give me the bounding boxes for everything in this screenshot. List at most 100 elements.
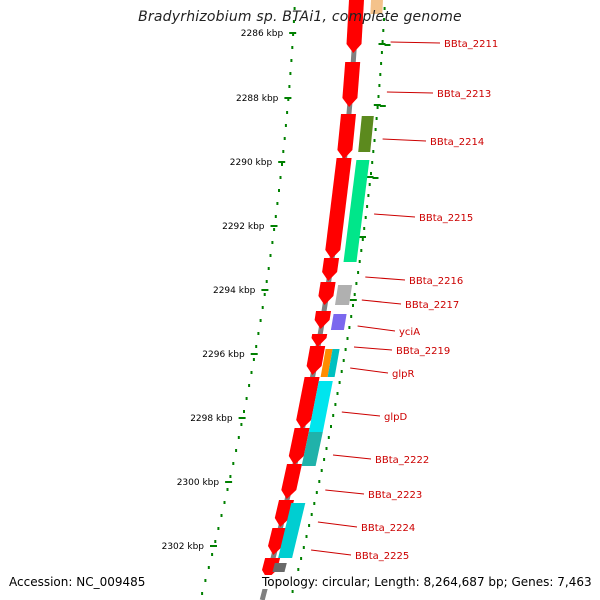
leader-line — [325, 489, 365, 495]
annotation-block — [278, 503, 306, 558]
inner-tick-dot — [267, 267, 270, 270]
outer-tick-dot — [361, 238, 364, 241]
inner-tick-dot — [229, 475, 232, 478]
leader-line — [350, 367, 389, 374]
outer-tick-dot — [336, 392, 339, 395]
outer-tick-dot — [373, 139, 376, 142]
inner-tick-dot — [220, 514, 223, 517]
scale-tick — [261, 289, 269, 291]
outer-tick-dot — [348, 326, 351, 329]
inner-tick-dot — [214, 540, 217, 543]
inner-tick-dot — [265, 280, 268, 283]
outer-tick-dot — [325, 447, 328, 450]
outer-tick-dot — [381, 40, 384, 43]
inner-tick-dot — [201, 592, 204, 595]
inner-tick-dot — [283, 137, 286, 140]
scale-label: 2288 kbp — [236, 94, 279, 104]
outer-tick-dot — [357, 271, 360, 274]
inner-tick-dot — [291, 46, 294, 49]
cds-block — [337, 114, 356, 159]
gene-label: BBta_2224 — [361, 523, 415, 534]
annotation-block — [320, 349, 333, 377]
inner-tick-dot — [263, 293, 266, 296]
outer-tick-dot — [374, 128, 377, 131]
gene-label: BBta_2211 — [444, 39, 498, 50]
leader-line — [341, 411, 381, 417]
inner-tick-dot — [240, 423, 243, 426]
leader-line — [390, 41, 441, 44]
inner-tick-dot — [278, 189, 280, 192]
outer-tick-dot — [368, 183, 371, 186]
outer-tick-dot — [370, 172, 372, 175]
outer-tick-dot — [380, 62, 383, 65]
inner-tick-dot — [261, 306, 264, 309]
outer-tick-dot — [382, 29, 385, 32]
topology-text: Topology: circular; Length: 8,264,687 bp… — [262, 575, 592, 589]
outer-tick-dot — [305, 535, 308, 538]
outer-major-tick — [359, 236, 366, 238]
outer-tick-dot — [338, 381, 341, 384]
gene-label: glpR — [392, 369, 414, 380]
outer-tick-dot — [350, 315, 353, 318]
label-leaders — [311, 41, 441, 556]
annotation-block — [301, 432, 323, 466]
cds-block — [314, 311, 331, 329]
cds-block — [318, 282, 336, 305]
inner-tick-dot — [243, 410, 245, 413]
cds-block — [346, 0, 364, 53]
inner-tick-dot — [259, 319, 262, 322]
scale-tick — [250, 353, 258, 355]
gene-label: glpD — [384, 412, 407, 423]
inner-tick-dot — [290, 59, 293, 62]
inner-tick-dot — [211, 553, 214, 556]
outer-tick-dot — [332, 414, 335, 417]
outer-tick-dot — [323, 458, 326, 461]
outer-major-tick — [349, 299, 357, 301]
inner-tick-dot — [282, 150, 285, 153]
outer-tick-dot — [364, 216, 367, 219]
gene-label: BBta_2219 — [396, 346, 450, 357]
inner-tick-dot — [292, 20, 295, 23]
scale-label: 2300 kbp — [177, 478, 220, 488]
cds-block — [296, 377, 320, 429]
inner-tick-dot — [257, 332, 260, 335]
leader-line — [353, 346, 393, 351]
inner-tick-dot — [235, 449, 238, 452]
outer-tick-dot — [355, 282, 358, 285]
inner-tick-dot — [269, 254, 272, 257]
outer-tick-dot — [372, 150, 375, 153]
inner-tick-dot — [237, 436, 240, 439]
scale-label: 2290 kbp — [230, 158, 273, 168]
gene-label: BBta_2222 — [375, 455, 429, 466]
outer-major-tick — [373, 104, 381, 106]
scale-labels: 2286 kbp 2288 kbp 2290 kbp 2292 kbp 2294 kbp… — [162, 29, 284, 552]
outer-tick-dot — [376, 106, 379, 109]
inner-tick-dot — [207, 566, 210, 569]
outer-tick-dot — [320, 469, 323, 472]
cds-block — [274, 500, 294, 527]
outer-tick-dot — [297, 568, 300, 571]
leader-line — [317, 521, 358, 528]
annotation-block — [327, 349, 340, 377]
outer-tick-dot — [378, 84, 381, 87]
leader-line — [311, 549, 352, 556]
leader-line — [365, 276, 406, 281]
scale-label: 2292 kbp — [222, 222, 265, 232]
leader-line — [382, 138, 427, 142]
outer-tick-dot — [313, 502, 316, 505]
cds-block — [325, 158, 352, 259]
scale-tick — [238, 417, 246, 419]
outer-tick-dot — [366, 205, 369, 208]
outer-tick-dot — [344, 348, 347, 351]
strand-mark — [384, 44, 391, 46]
gene-labels: BBta_2211 BBta_2213 BBta_2214 BBta_2215 BBta… — [355, 39, 498, 562]
inner-tick-dot — [223, 501, 226, 504]
gene-label: BBta_2223 — [368, 490, 422, 501]
scale-label: 2296 kbp — [202, 350, 245, 360]
inner-tick-dot — [248, 384, 251, 387]
gene-label: BBta_2213 — [437, 89, 491, 100]
gene-label: BBta_2216 — [409, 276, 463, 287]
scale-tick — [289, 32, 297, 34]
outer-major-tick — [366, 176, 374, 178]
